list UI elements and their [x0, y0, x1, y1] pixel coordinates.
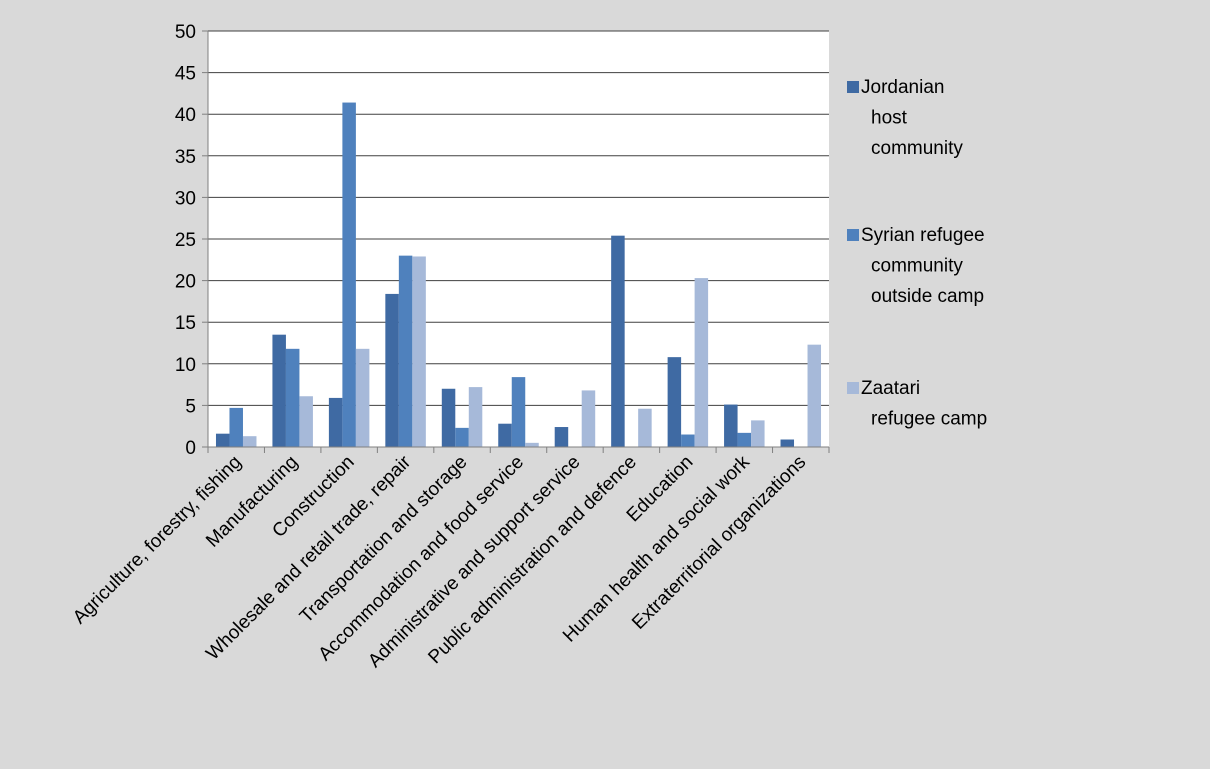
- gridlines: [208, 30, 829, 406]
- bar-2: [511, 377, 526, 447]
- bar-3: [638, 408, 652, 447]
- legend-label: Zaatari refugee camp: [861, 378, 987, 430]
- legend-swatch: [847, 229, 859, 241]
- bar-2: [455, 427, 469, 447]
- bar-1: [611, 235, 625, 447]
- bar-3: [694, 278, 709, 447]
- bar-1: [328, 397, 343, 447]
- bar-3: [355, 348, 370, 447]
- bar-2: [398, 255, 413, 447]
- y-tick-label: 45: [175, 64, 196, 85]
- chart-container: 0 5 10 15 20 25 30 35 40 45 50 Agriculture, forest…: [12, 8, 1198, 760]
- bar-3: [581, 390, 596, 447]
- bars: [215, 102, 822, 447]
- bar-2: [285, 348, 300, 447]
- axes: [207, 31, 829, 448]
- bar-1: [498, 423, 512, 447]
- bar-3: [525, 442, 539, 447]
- y-tick-label: 50: [175, 22, 196, 43]
- y-tick-label: 35: [175, 147, 196, 168]
- legend-swatch: [847, 81, 859, 93]
- bar-3: [242, 436, 257, 447]
- y-tick-label: 0: [185, 438, 196, 459]
- bar-2: [342, 102, 356, 447]
- y-tick-label: 15: [175, 313, 196, 334]
- bar-1: [667, 357, 682, 447]
- x-tick-label: Administrative and support service: [364, 452, 584, 672]
- bar-1: [385, 293, 399, 447]
- bar-1: [215, 433, 230, 447]
- bar-1: [441, 388, 456, 447]
- bar-2: [229, 407, 243, 447]
- bar-3: [412, 256, 426, 447]
- y-tick-label: 5: [185, 396, 196, 417]
- x-tick-label: Wholesale and retail trade, repair: [202, 451, 415, 664]
- bar-1: [554, 427, 569, 447]
- legend-label: Jordanian host community: [861, 77, 963, 159]
- y-tick-label: 25: [175, 230, 196, 251]
- bar-3: [468, 387, 483, 447]
- y-tick-label: 40: [175, 105, 196, 126]
- legend: Jordanian host community Syrian refugee comm…: [847, 77, 987, 430]
- x-tick-label: Public administration and defence: [424, 452, 641, 669]
- y-axis-ticks: 0 5 10 15 20 25 30 35 40 45 50: [175, 22, 208, 459]
- y-tick-label: 30: [175, 188, 196, 209]
- bar-3: [751, 420, 765, 447]
- y-tick-label: 20: [175, 272, 196, 293]
- bar-2: [737, 432, 752, 447]
- bar-3: [299, 396, 313, 447]
- bar-2: [681, 434, 695, 447]
- bar-chart: 0 5 10 15 20 25 30 35 40 45 50 Agriculture, forest…: [69, 22, 987, 672]
- bar-1: [272, 334, 286, 447]
- legend-swatch: [847, 382, 859, 394]
- y-tick-label: 10: [175, 355, 196, 376]
- legend-label: Syrian refugee community outside camp: [861, 225, 985, 307]
- bar-1: [724, 404, 738, 447]
- bar-1: [780, 439, 795, 447]
- x-axis-ticks: Agriculture, forestry, fishingManufactur…: [69, 447, 830, 672]
- x-tick-label: Accommodation and food service: [315, 452, 529, 666]
- bar-3: [807, 344, 822, 447]
